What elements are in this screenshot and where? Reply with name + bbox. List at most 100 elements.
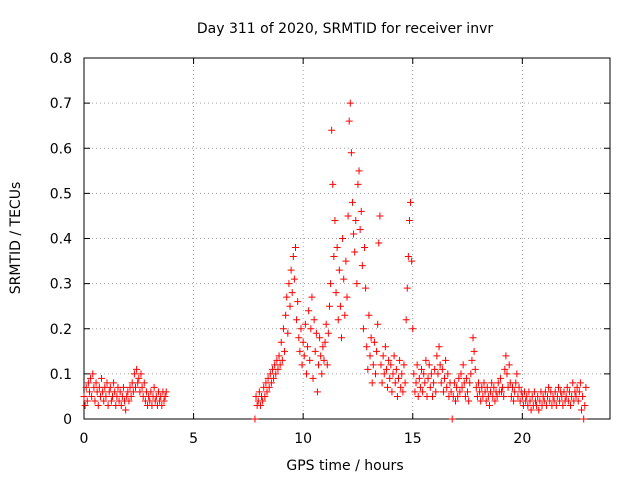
data-point — [333, 244, 341, 252]
data-point — [330, 253, 338, 261]
data-point — [355, 167, 363, 175]
data-point — [315, 361, 323, 369]
y-tick-label: 0.2 — [50, 322, 72, 338]
data-point — [320, 356, 328, 364]
x-axis-label: GPS time / hours — [286, 458, 403, 474]
data-point — [298, 361, 306, 369]
data-point — [370, 338, 378, 346]
data-point — [272, 370, 280, 378]
data-point — [552, 401, 560, 409]
data-point — [286, 302, 294, 310]
data-point — [98, 374, 106, 382]
data-point — [289, 253, 297, 261]
data-point — [119, 383, 127, 391]
data-point — [158, 401, 166, 409]
data-point — [403, 284, 411, 292]
data-point — [498, 388, 506, 396]
data-point — [459, 361, 467, 369]
data-point — [467, 370, 475, 378]
data-point — [276, 361, 284, 369]
data-point — [441, 374, 449, 382]
data-point — [323, 361, 331, 369]
data-point — [342, 257, 350, 265]
data-point — [345, 117, 353, 125]
data-point — [530, 388, 538, 396]
data-point — [421, 379, 429, 387]
data-point — [375, 239, 383, 247]
data-point — [137, 370, 145, 378]
data-point — [321, 338, 329, 346]
data-point — [160, 397, 168, 405]
data-point — [527, 406, 535, 414]
data-point — [390, 352, 398, 360]
data-point — [288, 289, 296, 297]
data-point — [362, 284, 370, 292]
data-point — [263, 388, 271, 396]
data-point — [415, 374, 423, 382]
data-point — [135, 374, 143, 382]
data-point — [545, 383, 553, 391]
data-point — [331, 216, 339, 224]
y-tick-label: 0.8 — [50, 51, 72, 67]
data-point — [576, 379, 584, 387]
data-point — [386, 374, 394, 382]
data-point — [468, 356, 476, 364]
data-point — [458, 383, 466, 391]
data-point — [510, 397, 518, 405]
data-point — [310, 316, 318, 324]
data-point — [443, 383, 451, 391]
data-point — [277, 338, 285, 346]
data-point — [267, 379, 275, 387]
y-tick-label: 0.5 — [50, 186, 72, 202]
data-point — [418, 365, 426, 373]
data-point — [580, 415, 588, 423]
data-point — [316, 334, 324, 342]
data-point — [329, 180, 337, 188]
data-point — [312, 329, 320, 337]
data-point — [485, 401, 493, 409]
data-point — [380, 370, 388, 378]
data-point — [426, 383, 434, 391]
data-point — [350, 230, 358, 238]
data-point — [503, 370, 511, 378]
data-point — [450, 379, 458, 387]
data-point — [491, 397, 499, 405]
data-point — [392, 365, 400, 373]
data-point — [322, 320, 330, 328]
data-point — [447, 388, 455, 396]
data-point — [364, 365, 372, 373]
data-point — [569, 379, 577, 387]
data-point — [354, 180, 362, 188]
data-point — [399, 388, 407, 396]
data-point — [488, 379, 496, 387]
data-point — [511, 388, 519, 396]
x-tick-label: 0 — [80, 431, 89, 447]
data-point — [294, 298, 302, 306]
data-point — [259, 397, 267, 405]
data-point — [307, 325, 315, 333]
data-point — [400, 361, 408, 369]
data-point — [297, 325, 305, 333]
data-point — [466, 379, 474, 387]
data-point — [507, 392, 515, 400]
data-point — [251, 415, 259, 423]
data-point — [464, 388, 472, 396]
data-point — [278, 356, 286, 364]
data-point — [451, 397, 459, 405]
data-point — [411, 388, 419, 396]
data-point — [352, 216, 360, 224]
data-point — [256, 401, 264, 409]
data-point — [299, 338, 307, 346]
data-point — [130, 370, 138, 378]
data-point — [80, 392, 88, 400]
plot-frame — [83, 57, 611, 420]
data-point — [282, 311, 290, 319]
data-point — [291, 244, 299, 252]
data-point — [301, 320, 309, 328]
data-point — [339, 235, 347, 242]
grid-lines — [84, 58, 610, 419]
data-point — [413, 361, 421, 369]
data-point — [434, 370, 442, 378]
x-tick-label: 20 — [513, 431, 531, 447]
